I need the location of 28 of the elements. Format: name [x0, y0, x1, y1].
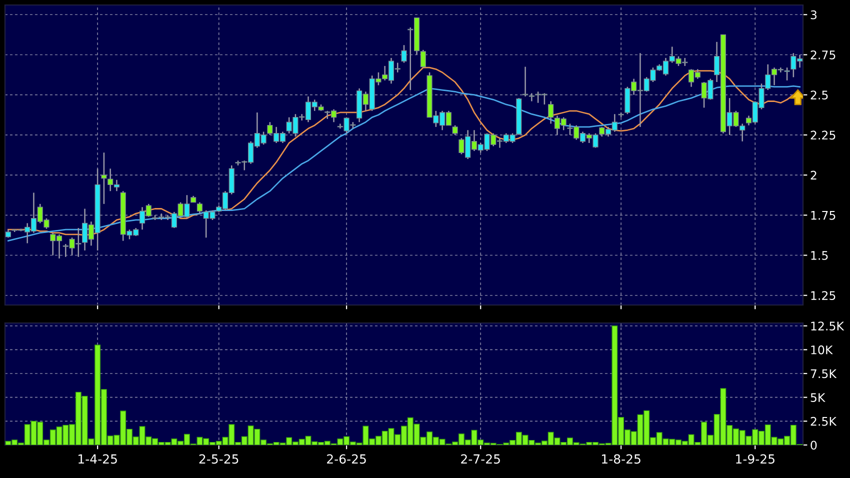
y-tick-label: 1.25: [811, 291, 836, 300]
candlestick: [452, 124, 458, 136]
x-tick-label: 1-9-25: [736, 454, 774, 464]
y-tick-label: 2.25: [810, 130, 836, 140]
x-tick-label: 1-8-25: [602, 454, 640, 464]
candlestick: [528, 92, 534, 102]
candlestick: [101, 152, 107, 205]
x-tick-label: 2-6-25: [327, 454, 366, 464]
candlestick: [196, 202, 202, 214]
y-tick-label: 2.75: [810, 50, 836, 60]
y-tick-label: 7.5K: [810, 369, 837, 378]
x-tick-label: 2-5-25: [199, 454, 238, 464]
y-tick-label: 0: [810, 440, 817, 450]
y-tick-label: 1.75: [811, 211, 836, 220]
y-tick-label: 10K: [811, 345, 833, 354]
candlestick: [401, 44, 407, 64]
y-tick-label: 5K: [810, 393, 826, 402]
y-tick-label: 1.5: [811, 251, 828, 260]
x-tick-label: 2-7-25: [461, 454, 500, 464]
y-tick-label: 2.5K: [810, 416, 837, 426]
x-tick-label: 1-4-25: [78, 454, 117, 464]
candlestick: [548, 100, 554, 124]
y-tick-label: 12.5K: [811, 322, 844, 331]
y-tick-label: 2: [810, 170, 816, 180]
y-tick-label: 3: [810, 10, 817, 20]
y-tick-label: 2.5: [810, 90, 828, 100]
candlestick: [420, 49, 426, 68]
candlestick: [784, 66, 790, 82]
